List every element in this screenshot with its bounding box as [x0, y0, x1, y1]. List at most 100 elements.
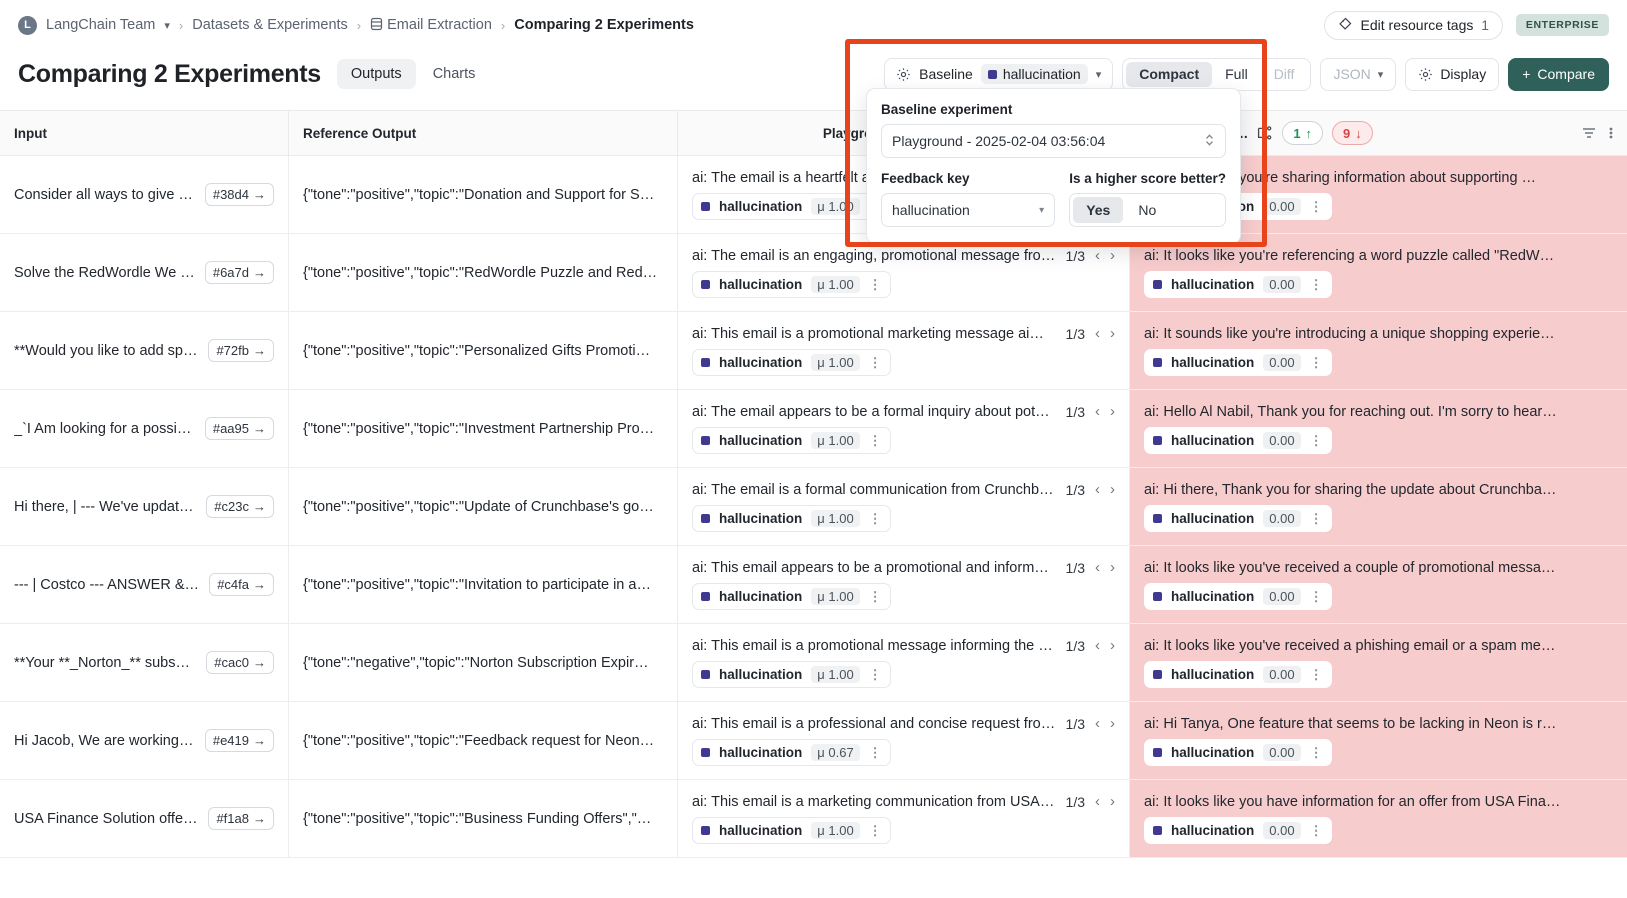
experiment-2-feedback-chip[interactable]: hallucination 0.00 ⋮ [1144, 660, 1332, 688]
table-row[interactable]: _`I Am looking for a possibl… #aa95 → {"… [0, 390, 1627, 468]
next-run-icon[interactable]: › [1110, 637, 1115, 654]
experiment-1-feedback-chip[interactable]: hallucination μ 1.00 ⋮ [692, 270, 891, 298]
cell-reference-output[interactable]: {"tone":"positive","topic":"Personalized… [289, 312, 678, 389]
json-format-select[interactable]: JSON ▾ [1320, 57, 1397, 91]
experiment-1-feedback-chip[interactable]: hallucination μ 1.00 ⋮ [692, 582, 891, 610]
experiment-2-feedback-chip[interactable]: hallucination 0.00 ⋮ [1144, 738, 1332, 766]
cell-experiment-1[interactable]: ai: This email appears to be a promotion… [678, 546, 1130, 623]
filter-icon[interactable] [1581, 125, 1597, 141]
experiment-2-feedback-chip[interactable]: hallucination 0.00 ⋮ [1144, 582, 1332, 610]
feedback-more-icon[interactable]: ⋮ [1309, 354, 1323, 370]
table-row[interactable]: **Your **_Norton_** subsc… #cac0 → {"ton… [0, 624, 1627, 702]
cell-input[interactable]: Consider all ways to give to… #38d4 → [0, 156, 289, 233]
chevron-down-icon[interactable]: ▾ [164, 19, 170, 32]
next-run-icon[interactable]: › [1110, 325, 1115, 342]
cell-experiment-1[interactable]: ai: The email is an engaging, promotiona… [678, 234, 1130, 311]
prev-run-icon[interactable]: ‹ [1095, 793, 1100, 810]
breadcrumb-org[interactable]: LangChain Team [46, 17, 156, 33]
cell-experiment-1[interactable]: ai: This email is a promotional marketin… [678, 312, 1130, 389]
cell-reference-output[interactable]: {"tone":"positive","topic":"Donation and… [289, 156, 678, 233]
feedback-more-icon[interactable]: ⋮ [1309, 588, 1323, 604]
table-row[interactable]: Solve the RedWordle We kn… #6a7d → {"ton… [0, 234, 1627, 312]
prev-run-icon[interactable]: ‹ [1095, 403, 1100, 420]
experiment-1-feedback-chip[interactable]: hallucination μ 1.00 ⋮ [692, 660, 891, 688]
display-settings-button[interactable]: Display [1405, 57, 1500, 91]
experiment-1-feedback-chip[interactable]: hallucination μ 0.67 ⋮ [692, 738, 891, 766]
prev-run-icon[interactable]: ‹ [1095, 559, 1100, 576]
feedback-more-icon[interactable]: ⋮ [1309, 198, 1323, 214]
cell-experiment-1[interactable]: ai: This email is a professional and con… [678, 702, 1130, 779]
experiment-2-feedback-chip[interactable]: hallucination 0.00 ⋮ [1144, 270, 1332, 298]
table-row[interactable]: **Would you like to add spe… #72fb → {"t… [0, 312, 1627, 390]
cell-experiment-2[interactable]: ai: It sounds like you're introducing a … [1130, 312, 1627, 389]
next-run-icon[interactable]: › [1110, 559, 1115, 576]
breadcrumb-item-datasets[interactable]: Datasets & Experiments [192, 17, 348, 33]
feedback-more-icon[interactable]: ⋮ [1309, 744, 1323, 760]
feedback-more-icon[interactable]: ⋮ [868, 588, 882, 604]
cell-reference-output[interactable]: {"tone":"positive","topic":"Investment P… [289, 390, 678, 467]
table-row[interactable]: USA Finance Solution offers … #f1a8 → {"… [0, 780, 1627, 858]
experiment-1-feedback-chip[interactable]: hallucination μ 1.00 ⋮ [692, 192, 891, 220]
feedback-more-icon[interactable]: ⋮ [868, 354, 882, 370]
breadcrumb-item-dataset[interactable]: Email Extraction [370, 17, 492, 33]
baseline-experiment-select[interactable]: Playground - 2025-02-04 03:56:04 [881, 124, 1226, 158]
compare-button[interactable]: + Compare [1508, 57, 1609, 91]
feedback-more-icon[interactable]: ⋮ [868, 432, 882, 448]
next-run-icon[interactable]: › [1110, 715, 1115, 732]
feedback-more-icon[interactable]: ⋮ [868, 510, 882, 526]
example-id-chip[interactable]: #e419 → [204, 729, 274, 752]
example-id-chip[interactable]: #72fb → [208, 339, 274, 362]
cell-experiment-2[interactable]: ai: It looks like you've received a phis… [1130, 624, 1627, 701]
next-run-icon[interactable]: › [1110, 793, 1115, 810]
prev-run-icon[interactable]: ‹ [1095, 481, 1100, 498]
feedback-more-icon[interactable]: ⋮ [868, 744, 882, 760]
regressed-count-badge[interactable]: 9 ↓ [1332, 121, 1373, 145]
higher-better-no-button[interactable]: No [1138, 202, 1157, 218]
git-compare-icon[interactable] [1257, 125, 1273, 141]
next-run-icon[interactable]: › [1110, 481, 1115, 498]
experiment-2-feedback-chip[interactable]: hallucination 0.00 ⋮ [1144, 348, 1332, 376]
column-header-experiment-2[interactable]: …5-02-03 17:3… 1 ↑ 9 ↓ [1130, 110, 1627, 156]
feedback-more-icon[interactable]: ⋮ [1309, 822, 1323, 838]
density-full-button[interactable]: Full [1225, 66, 1248, 82]
feedback-more-icon[interactable]: ⋮ [1309, 666, 1323, 682]
cell-experiment-1[interactable]: ai: This email is a promotional message … [678, 624, 1130, 701]
cell-input[interactable]: **Would you like to add spe… #72fb → [0, 312, 289, 389]
experiment-1-feedback-chip[interactable]: hallucination μ 1.00 ⋮ [692, 504, 891, 532]
cell-reference-output[interactable]: {"tone":"positive","topic":"Feedback req… [289, 702, 678, 779]
cell-input[interactable]: Hi there, | --- We've update… #c23c → [0, 468, 289, 545]
prev-run-icon[interactable]: ‹ [1095, 247, 1100, 264]
cell-experiment-1[interactable]: ai: The email appears to be a formal inq… [678, 390, 1130, 467]
experiment-1-feedback-chip[interactable]: hallucination μ 1.00 ⋮ [692, 426, 891, 454]
example-id-chip[interactable]: #c23c → [206, 495, 274, 518]
cell-experiment-2[interactable]: ai: It looks like you've received a coup… [1130, 546, 1627, 623]
experiment-1-feedback-chip[interactable]: hallucination μ 1.00 ⋮ [692, 816, 891, 844]
column-header-input[interactable]: Input [0, 110, 289, 156]
cell-reference-output[interactable]: {"tone":"positive","topic":"Update of Cr… [289, 468, 678, 545]
cell-input[interactable]: --- | Costco --- ANSWER & … #c4fa → [0, 546, 289, 623]
prev-run-icon[interactable]: ‹ [1095, 325, 1100, 342]
baseline-selector-button[interactable]: Baseline hallucination ▾ [884, 57, 1114, 91]
feedback-more-icon[interactable]: ⋮ [1309, 432, 1323, 448]
more-options-icon[interactable] [1609, 125, 1613, 141]
column-header-reference-output[interactable]: Reference Output [289, 110, 678, 156]
example-id-chip[interactable]: #c4fa → [209, 573, 274, 596]
cell-experiment-2[interactable]: ai: Hello Al Nabil, Thank you for reachi… [1130, 390, 1627, 467]
experiment-2-feedback-chip[interactable]: hallucination 0.00 ⋮ [1144, 426, 1332, 454]
chevron-down-icon[interactable]: ▾ [1095, 68, 1102, 81]
improved-count-badge[interactable]: 1 ↑ [1282, 121, 1324, 145]
feedback-more-icon[interactable]: ⋮ [868, 822, 882, 838]
tab-outputs[interactable]: Outputs [336, 59, 416, 89]
feedback-key-select[interactable]: hallucination ▾ [881, 193, 1056, 227]
cell-input[interactable]: **Your **_Norton_** subsc… #cac0 → [0, 624, 289, 701]
experiment-2-feedback-chip[interactable]: hallucination 0.00 ⋮ [1144, 504, 1332, 532]
example-id-chip[interactable]: #6a7d → [204, 261, 274, 284]
prev-run-icon[interactable]: ‹ [1095, 715, 1100, 732]
density-compact-button[interactable]: Compact [1126, 61, 1213, 87]
cell-input[interactable]: Hi Jacob, We are working to… #e419 → [0, 702, 289, 779]
cell-input[interactable]: Solve the RedWordle We kn… #6a7d → [0, 234, 289, 311]
feedback-more-icon[interactable]: ⋮ [1309, 510, 1323, 526]
cell-reference-output[interactable]: {"tone":"positive","topic":"Business Fun… [289, 780, 678, 857]
feedback-more-icon[interactable]: ⋮ [868, 666, 882, 682]
cell-experiment-2[interactable]: ai: Hi Tanya, One feature that seems to … [1130, 702, 1627, 779]
